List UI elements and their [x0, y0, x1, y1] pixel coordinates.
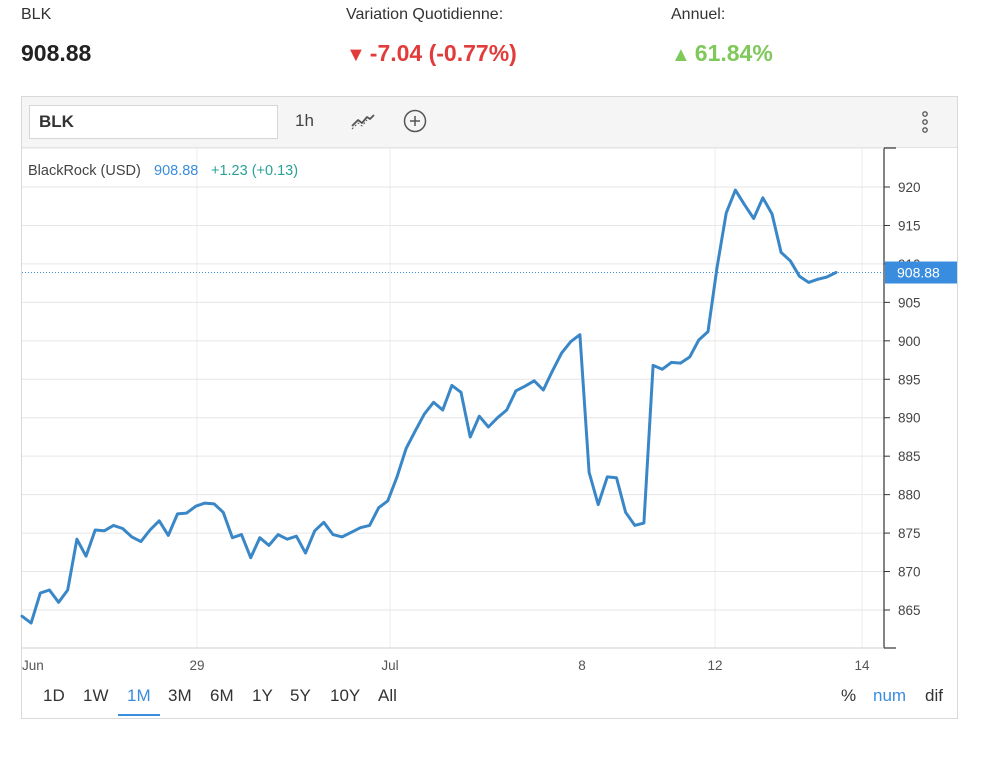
x-tick-label: 12 [707, 658, 722, 673]
chart-panel: 1h [21, 96, 958, 719]
last-price-marker [885, 261, 957, 284]
down-arrow-icon: ▼ [346, 44, 366, 66]
legend-name: BlackRock (USD) [28, 163, 141, 179]
range-button-1m[interactable]: 1M [118, 686, 160, 716]
y-tick-label: 905 [898, 295, 921, 310]
annual-change-value: 61.84% [694, 40, 773, 66]
last-price-label: 908.88 [897, 265, 940, 281]
x-tick-label: 14 [854, 658, 870, 673]
daily-change-value: -7.04 (-0.77%) [369, 40, 517, 66]
range-button-10y[interactable]: 10Y [330, 686, 361, 705]
y-tick-label: 880 [898, 488, 921, 503]
daily-change: ▼ -7.04 (-0.77%) [346, 40, 517, 67]
current-price: 908.88 [21, 40, 92, 66]
range-button-1w[interactable]: 1W [83, 686, 109, 705]
x-tick-label: Jul [381, 658, 398, 673]
symbol-input[interactable] [29, 105, 278, 139]
range-button-all[interactable]: All [378, 686, 397, 705]
x-tick-label: Jun [22, 658, 44, 673]
y-tick-label: 890 [898, 411, 921, 426]
y-tick-label: 900 [898, 334, 921, 349]
y-tick-label: 915 [898, 218, 921, 233]
y-tick-label: 875 [898, 526, 921, 541]
price-line [20, 188, 838, 625]
range-button-3m[interactable]: 3M [168, 686, 192, 705]
y-tick-label: 920 [898, 180, 921, 195]
annual-change-label: Annuel: [671, 6, 726, 23]
y-tick-label: 895 [898, 372, 921, 387]
annual-change: ▲ 61.84% [671, 40, 773, 67]
y-tick-label: 865 [898, 603, 921, 618]
add-circle-icon[interactable] [403, 109, 427, 138]
legend-change: +1.23 (+0.13) [211, 163, 298, 179]
range-button-1d[interactable]: 1D [43, 686, 65, 705]
mode-button-percent[interactable]: % [841, 686, 857, 705]
range-button-5y[interactable]: 5Y [290, 686, 311, 705]
interval-selector[interactable]: 1h [295, 111, 314, 130]
up-arrow-icon: ▲ [671, 44, 691, 66]
line-chart-icon[interactable] [351, 111, 375, 136]
range-button-1y[interactable]: 1Y [252, 686, 273, 705]
daily-change-label: Variation Quotidienne: [346, 6, 504, 23]
chart-toolbar: 1h [22, 97, 957, 148]
mode-button-num[interactable]: num [873, 686, 907, 705]
y-tick-label: 885 [898, 449, 921, 464]
more-vert-icon[interactable] [920, 109, 930, 140]
range-button-6m[interactable]: 6M [210, 686, 234, 705]
x-tick-label: 29 [189, 658, 204, 673]
legend-price: 908.88 [154, 163, 198, 179]
mode-button-dif[interactable]: dif [925, 686, 943, 705]
symbol-label: BLK [21, 6, 52, 23]
x-tick-label: 8 [578, 658, 586, 673]
y-tick-label: 870 [898, 565, 921, 580]
